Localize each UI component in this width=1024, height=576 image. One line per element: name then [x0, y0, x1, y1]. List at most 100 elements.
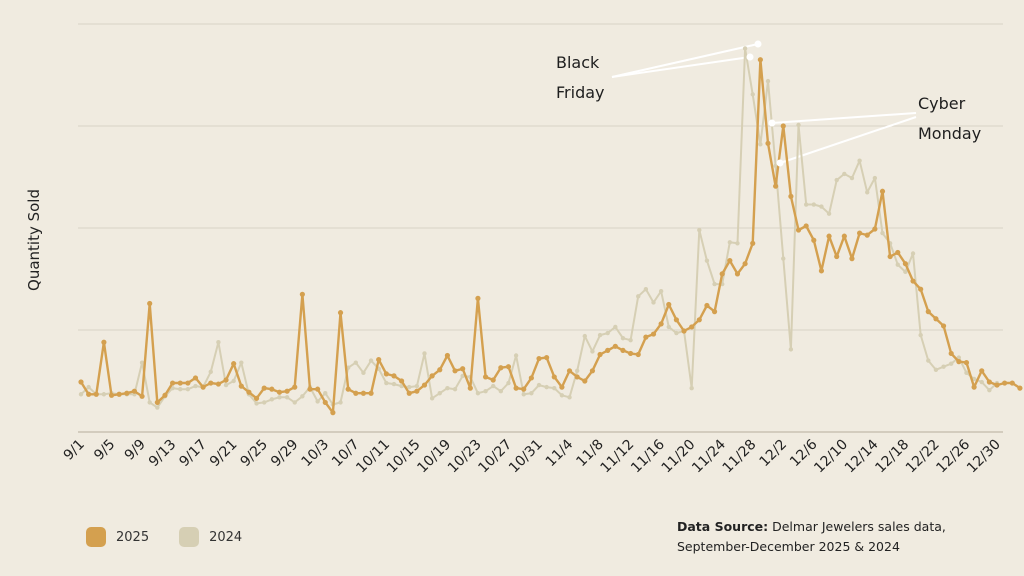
- data-point-2025: [734, 271, 741, 277]
- data-point-2025: [505, 364, 512, 370]
- data-point-2025: [773, 183, 779, 189]
- data-point-2025: [108, 392, 115, 398]
- data-point-2025: [696, 317, 702, 323]
- data-point-2024: [208, 369, 213, 375]
- x-tick-label: 12/2: [757, 437, 791, 471]
- data-point-2025: [78, 379, 84, 385]
- data-point-2024: [651, 300, 656, 305]
- data-point-2025: [376, 356, 382, 363]
- data-point-2024: [933, 367, 939, 372]
- data-point-2025: [315, 386, 321, 392]
- data-point-2024: [926, 358, 931, 363]
- x-tick-label: 10/23: [445, 437, 485, 477]
- data-point-2025: [559, 384, 565, 390]
- data-point-2024: [506, 380, 511, 386]
- data-point-2024: [819, 204, 824, 209]
- x-tick-label: 9/1: [61, 437, 88, 464]
- data-point-2025: [215, 381, 221, 387]
- data-point-2024: [788, 347, 794, 352]
- data-point-2024: [941, 364, 946, 369]
- data-point-2025: [284, 388, 290, 394]
- data-point-2025: [147, 300, 153, 307]
- data-point-2024: [498, 389, 504, 394]
- x-tick-label: 11/4: [543, 436, 577, 470]
- data-source-label: Data Source:: [677, 519, 769, 534]
- x-tick-label: 10/15: [384, 437, 424, 477]
- x-tick-label: 9/5: [91, 437, 118, 464]
- data-point-2024: [849, 175, 855, 181]
- data-point-2025: [131, 388, 138, 394]
- data-point-2025: [86, 391, 92, 397]
- annotation-cyber-monday: Cyber Monday: [918, 89, 981, 149]
- data-point-2025: [589, 368, 596, 374]
- data-point-2024: [910, 251, 916, 256]
- data-point-2024: [697, 227, 702, 233]
- data-point-2024: [521, 392, 526, 397]
- x-tick-label: 9/9: [122, 437, 149, 464]
- data-point-2025: [872, 226, 878, 232]
- data-point-2024: [811, 202, 816, 207]
- data-point-2025: [849, 256, 855, 262]
- data-point-2024: [483, 389, 488, 394]
- data-point-2025: [834, 253, 840, 260]
- legend-item-2024[interactable]: 2024: [179, 527, 242, 547]
- data-point-2024: [605, 330, 610, 336]
- data-point-2024: [956, 355, 962, 360]
- annotation-leaders: [611, 43, 917, 164]
- data-point-2025: [192, 375, 199, 381]
- data-point-2024: [658, 289, 664, 294]
- annotation-black-friday-line2: Friday: [556, 83, 605, 102]
- gridlines: [78, 23, 1003, 433]
- x-tick-label: 11/20: [659, 437, 699, 477]
- legend-item-2025[interactable]: 2025: [86, 527, 149, 547]
- data-point-2025: [93, 391, 99, 397]
- data-point-2025: [337, 310, 344, 316]
- data-point-2025: [101, 339, 107, 345]
- data-point-2025: [925, 309, 931, 315]
- data-point-2024: [284, 395, 290, 400]
- data-point-2025: [513, 385, 519, 391]
- data-point-2025: [1017, 385, 1023, 391]
- data-point-2025: [292, 384, 298, 390]
- data-point-2024: [101, 392, 107, 397]
- data-point-2024: [475, 391, 481, 396]
- data-point-2024: [750, 92, 755, 97]
- data-point-2024: [857, 158, 862, 163]
- x-tick-label: 12/18: [872, 437, 912, 477]
- data-point-2025: [223, 377, 229, 383]
- data-point-2025: [467, 385, 473, 391]
- x-tick-label: 11/12: [598, 437, 638, 477]
- data-point-2024: [796, 122, 801, 128]
- x-tick-label: 12/14: [842, 436, 882, 476]
- data-point-2025: [727, 258, 733, 264]
- data-point-2025: [482, 374, 489, 380]
- data-point-2024: [445, 385, 450, 391]
- data-point-2025: [383, 371, 389, 377]
- data-point-2025: [757, 57, 763, 63]
- data-point-2025: [177, 380, 183, 386]
- data-point-2025: [566, 368, 573, 374]
- data-point-2024: [353, 360, 358, 365]
- data-point-2025: [208, 380, 214, 386]
- series-2024: [78, 46, 1000, 410]
- data-point-2025: [597, 351, 603, 358]
- data-point-2025: [605, 347, 611, 353]
- data-point-2024: [262, 400, 267, 405]
- data-point-2025: [139, 393, 145, 399]
- data-point-2025: [826, 233, 832, 239]
- data-point-2024: [674, 330, 679, 336]
- y-axis-label: Quantity Sold: [25, 189, 43, 291]
- data-point-2025: [864, 232, 870, 238]
- data-point-2025: [971, 384, 977, 390]
- data-point-2024: [185, 386, 191, 392]
- data-point-2025: [154, 399, 160, 406]
- data-point-2025: [620, 347, 626, 353]
- data-point-2024: [338, 400, 343, 405]
- data-point-2025: [185, 380, 191, 386]
- data-point-2025: [276, 389, 283, 395]
- annotation-black-friday: Black Friday: [556, 48, 605, 108]
- data-point-2025: [841, 233, 847, 239]
- data-point-2024: [239, 360, 244, 365]
- data-point-2024: [620, 335, 626, 341]
- data-point-2025: [895, 249, 901, 256]
